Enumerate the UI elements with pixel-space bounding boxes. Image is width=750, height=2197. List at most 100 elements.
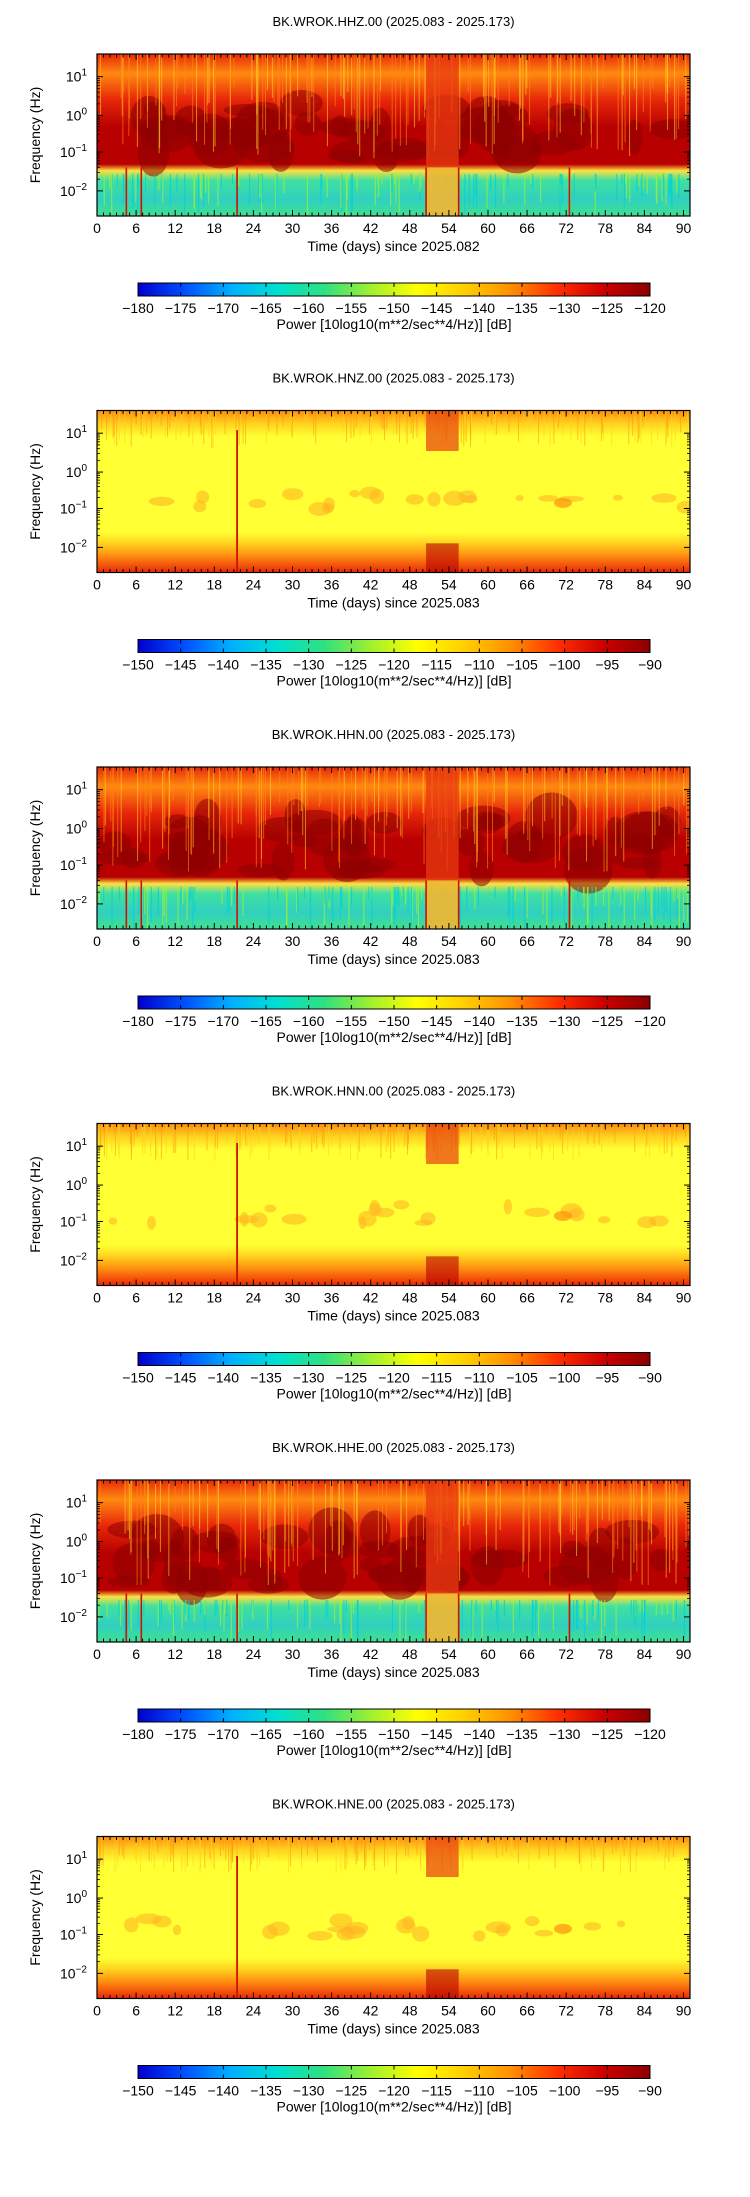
colorbar-tick-label: −120 (378, 1370, 410, 1386)
y-axis-label: Frequency (Hz) (27, 443, 43, 539)
x-tick-label: 42 (363, 1290, 379, 1306)
x-tick-label: 48 (402, 2003, 418, 2019)
colorbar-tick-label: −165 (250, 1726, 282, 1742)
colorbar-tick-label: −135 (506, 1013, 538, 1029)
y-tick-label: 101 (66, 781, 88, 798)
x-tick-label: 30 (285, 933, 301, 949)
colorbar-label: Power [10log10(m**2/sec**4/Hz)] [dB] (277, 316, 512, 332)
spectrogram-panel-1: BK.WROK.HHZ.00 (2025.083 - 2025.173) 0 6 12… (27, 14, 691, 332)
colorbar-tick-label: −140 (208, 657, 240, 673)
colorbar-label: Power [10log10(m**2/sec**4/Hz)] [dB] (277, 1029, 512, 1045)
x-tick-label: 78 (597, 1646, 613, 1662)
colorbar-tick-label: −130 (549, 1013, 581, 1029)
colorbar-tick-label: −155 (336, 1726, 368, 1742)
y-tick-label: 10−1 (60, 1213, 87, 1230)
colorbar-tick-label: −145 (165, 1370, 197, 1386)
x-tick-label: 72 (558, 220, 574, 236)
colorbar-tick-label: −155 (336, 300, 368, 316)
x-tick-label: 30 (285, 2003, 301, 2019)
spectrogram-texture (99, 54, 690, 216)
x-tick-label: 84 (637, 220, 653, 236)
y-axis-label: Frequency (Hz) (27, 1513, 43, 1609)
y-axis-label: Frequency (Hz) (27, 87, 43, 183)
panel-title: BK.WROK.HHE.00 (2025.083 - 2025.173) (272, 1440, 515, 1455)
y-tick-label: 101 (66, 68, 88, 85)
colorbar-tick-label: −150 (122, 2083, 154, 2099)
x-tick-label: 36 (324, 220, 340, 236)
x-tick-label: 72 (558, 1646, 574, 1662)
spectrogram-panel-2: BK.WROK.HNZ.00 (2025.083 - 2025.173) 0 6 12… (27, 371, 691, 689)
x-tick-label: 90 (676, 2003, 692, 2019)
colorbar-tick-label: −180 (122, 1013, 154, 1029)
x-axis-label: Time (days) since 2025.083 (307, 1664, 479, 1680)
x-tick-label: 66 (519, 2003, 535, 2019)
colorbar-tick-label: −175 (165, 300, 197, 316)
colorbar: −180 −175 −170 −165 −160 −155 −150 −145 −140 −135… (122, 995, 666, 1045)
x-tick-label: 24 (246, 577, 262, 593)
colorbar-tick-label: −160 (293, 1726, 325, 1742)
x-tick-label: 90 (676, 1646, 692, 1662)
colorbar-tick-label: −90 (638, 2083, 662, 2099)
colorbar-tick-label: −140 (464, 1726, 496, 1742)
x-tick-label: 60 (480, 2003, 496, 2019)
x-axis-label: Time (days) since 2025.083 (307, 1308, 479, 1324)
y-tick-label: 10−2 (60, 1608, 87, 1625)
x-tick-label: 12 (167, 933, 183, 949)
colorbar-tick-label: −125 (336, 657, 368, 673)
x-tick-label: 42 (363, 577, 379, 593)
colorbar: −150 −145 −140 −135 −130 −125 −120 −115 −110 −105… (122, 1352, 662, 1402)
x-tick-label: 84 (637, 933, 653, 949)
colorbar-tick-label: −145 (421, 300, 453, 316)
y-tick-label: 10−2 (60, 1251, 87, 1268)
colorbar-tick-label: −120 (634, 300, 666, 316)
y-tick-label: 10−2 (60, 1964, 87, 1981)
y-axis-label: Frequency (Hz) (27, 1869, 43, 1965)
colorbar-tick-label: −165 (250, 300, 282, 316)
colorbar-label: Power [10log10(m**2/sec**4/Hz)] [dB] (277, 2099, 512, 2115)
x-tick-label: 90 (676, 1290, 692, 1306)
colorbar-tick-label: −165 (250, 1013, 282, 1029)
x-axis-label: Time (days) since 2025.083 (307, 951, 479, 967)
x-tick-label: 54 (441, 1646, 457, 1662)
colorbar: −180 −175 −170 −165 −160 −155 −150 −145 −140 −135… (122, 1708, 666, 1758)
colorbar-tick-label: −100 (549, 1370, 581, 1386)
y-tick-label: 101 (66, 1494, 88, 1511)
colorbar-tick-label: −100 (549, 657, 581, 673)
colorbar-tick-label: −140 (464, 1013, 496, 1029)
x-tick-label: 48 (402, 933, 418, 949)
colorbar-tick-label: −95 (595, 657, 619, 673)
spectrogram-texture (99, 1836, 690, 1999)
y-tick-label: 10−2 (60, 538, 87, 555)
colorbar-tick-label: −130 (549, 300, 581, 316)
colorbar-tick-label: −115 (421, 2083, 452, 2099)
colorbar-tick-label: −110 (464, 2083, 495, 2099)
colorbar-tick-label: −150 (378, 300, 410, 316)
colorbar-tick-label: −150 (378, 1726, 410, 1742)
y-tick-label: 100 (66, 1176, 88, 1193)
x-tick-label: 90 (676, 933, 692, 949)
x-tick-label: 6 (132, 1290, 140, 1306)
colorbar-tick-label: −140 (208, 1370, 240, 1386)
x-tick-label: 36 (324, 1290, 340, 1306)
x-tick-label: 24 (246, 220, 262, 236)
colorbar-tick-label: −95 (595, 1370, 619, 1386)
spectrogram-heatmap (97, 1123, 690, 1286)
x-tick-label: 72 (558, 2003, 574, 2019)
colorbar-tick-label: −115 (421, 657, 452, 673)
x-tick-label: 60 (480, 1290, 496, 1306)
x-tick-label: 36 (324, 1646, 340, 1662)
y-tick-label: 10−1 (60, 1926, 87, 1943)
x-tick-label: 0 (93, 2003, 101, 2019)
y-tick-label: 100 (66, 463, 88, 480)
colorbar-tick-label: −95 (595, 2083, 619, 2099)
colorbar-tick-label: −125 (592, 300, 624, 316)
y-tick-label: 10−2 (60, 182, 87, 199)
x-tick-label: 12 (167, 577, 183, 593)
x-tick-label: 66 (519, 577, 535, 593)
x-tick-label: 60 (480, 1646, 496, 1662)
colorbar-tick-label: −140 (208, 2083, 240, 2099)
x-tick-label: 12 (167, 220, 183, 236)
x-tick-label: 30 (285, 577, 301, 593)
colorbar-tick-label: −130 (293, 1370, 325, 1386)
